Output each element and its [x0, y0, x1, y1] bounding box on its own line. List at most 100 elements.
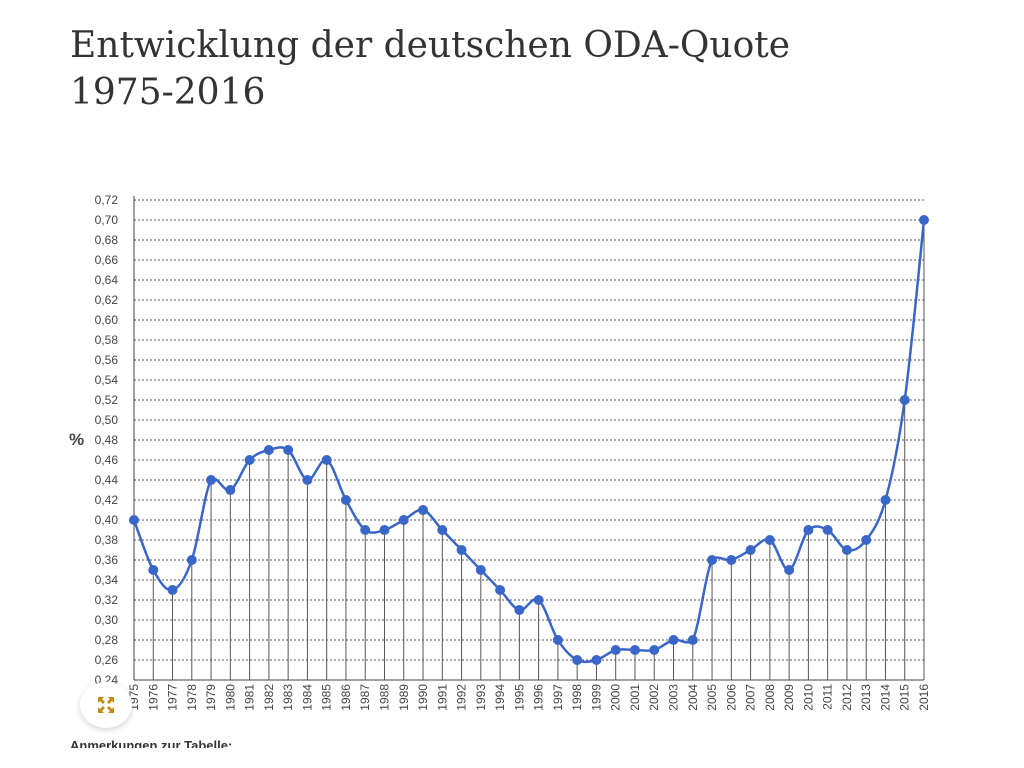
data-point [552, 635, 563, 645]
data-point [186, 555, 197, 565]
y-tick-label: 0,26 [95, 653, 119, 667]
x-tick-label: 2015 [898, 684, 912, 711]
x-tick-label: 1982 [262, 684, 276, 711]
vertical-drop-lines [133, 220, 925, 680]
data-point [398, 515, 409, 525]
data-point [668, 635, 679, 645]
y-tick-label: 0,68 [95, 233, 119, 247]
x-tick-label: 1997 [551, 684, 565, 711]
y-tick-labels: 0,240,260,280,300,320,340,360,380,400,42… [95, 193, 119, 687]
x-tick-label: 2001 [628, 684, 642, 711]
x-tick-label: 2006 [724, 684, 738, 711]
x-tick-label: 1976 [146, 684, 160, 711]
x-tick-label: 1986 [339, 684, 353, 711]
x-tick-label: 1980 [223, 684, 237, 711]
data-point [340, 495, 351, 505]
data-point [687, 635, 698, 645]
x-tick-label: 2002 [647, 684, 661, 711]
data-point [321, 455, 332, 465]
data-point [302, 475, 313, 485]
y-tick-label: 0,40 [95, 513, 119, 527]
data-point [533, 595, 544, 605]
x-tick-label: 2008 [763, 684, 777, 711]
data-point [244, 455, 255, 465]
data-point [167, 585, 178, 595]
y-tick-label: 0,70 [95, 213, 119, 227]
data-point [572, 655, 583, 665]
series-line [132, 219, 926, 664]
y-tick-label: 0,56 [95, 353, 119, 367]
x-tick-label: 1979 [204, 684, 218, 711]
data-point [591, 655, 602, 665]
x-tick-label: 1984 [300, 684, 314, 711]
x-tick-label: 1981 [243, 684, 257, 711]
data-point [129, 515, 139, 525]
data-point [437, 525, 448, 535]
y-tick-label: 0,32 [95, 593, 119, 607]
data-point [610, 645, 621, 655]
axes [133, 196, 924, 681]
data-point [360, 525, 371, 535]
grid-lines [134, 199, 924, 661]
data-point [418, 505, 429, 515]
data-point [379, 525, 390, 535]
data-point [707, 555, 718, 565]
y-tick-label: 0,46 [95, 453, 119, 467]
x-tick-label: 2000 [609, 684, 623, 711]
expand-chart-button[interactable] [80, 682, 132, 728]
y-tick-label: 0,38 [95, 533, 119, 547]
x-tick-label: 2014 [878, 684, 892, 711]
page-title-line-1: Entwicklung der deutschen ODA-Quote [70, 25, 791, 66]
y-tick-label: 0,48 [95, 433, 119, 447]
y-tick-label: 0,58 [95, 333, 119, 347]
data-point [841, 545, 852, 555]
x-tick-label: 1995 [512, 684, 526, 711]
data-point [899, 395, 910, 405]
data-point [880, 495, 891, 505]
page-title-line-2: 1975-2016 [70, 72, 266, 113]
x-tick-labels: 1975 1976 1977 1978 1979 1980 1981 1982 1983 1984… [127, 684, 931, 711]
x-tick-label: 1996 [532, 684, 546, 711]
data-point [283, 445, 294, 455]
y-tick-label: 0,34 [95, 573, 119, 587]
x-tick-label: 1993 [474, 684, 488, 711]
x-tick-label: 2016 [917, 684, 931, 711]
data-point [764, 535, 775, 545]
x-tick-label: 1985 [320, 684, 334, 711]
data-point [726, 555, 737, 565]
data-point [206, 475, 217, 485]
x-tick-label: 1994 [493, 684, 507, 711]
x-tick-label: 1978 [185, 684, 199, 711]
data-point [225, 485, 236, 495]
data-point [148, 565, 159, 575]
y-tick-label: 0,66 [95, 253, 119, 267]
x-tick-label: 1987 [358, 684, 372, 711]
x-tick-label: 1992 [455, 684, 469, 711]
x-tick-label: 1999 [589, 684, 603, 711]
x-tick-label: 2013 [859, 684, 873, 711]
x-tick-label: 1989 [397, 684, 411, 711]
y-tick-label: 0,72 [95, 193, 119, 207]
x-tick-label: 2005 [705, 684, 719, 711]
x-tick-label: 1998 [570, 684, 584, 711]
x-tick-label: 1991 [435, 684, 449, 711]
y-tick-label: 0,44 [95, 473, 119, 487]
y-tick-label: 0,30 [95, 613, 119, 627]
data-point [784, 565, 795, 575]
data-point [822, 525, 833, 535]
data-series [129, 215, 929, 665]
data-point [456, 545, 467, 555]
data-point [919, 215, 929, 225]
x-tick-label: 2007 [744, 684, 758, 711]
data-point [514, 605, 525, 615]
x-tick-label: 1988 [377, 684, 391, 711]
x-tick-label: 1983 [281, 684, 295, 711]
x-tick-label: 2012 [840, 684, 854, 711]
data-point [475, 565, 486, 575]
data-point [263, 445, 274, 455]
x-tick-label: 2011 [821, 684, 835, 710]
x-tick-label: 2004 [686, 684, 700, 711]
y-tick-label: 0,54 [95, 373, 119, 387]
data-point [803, 525, 814, 535]
